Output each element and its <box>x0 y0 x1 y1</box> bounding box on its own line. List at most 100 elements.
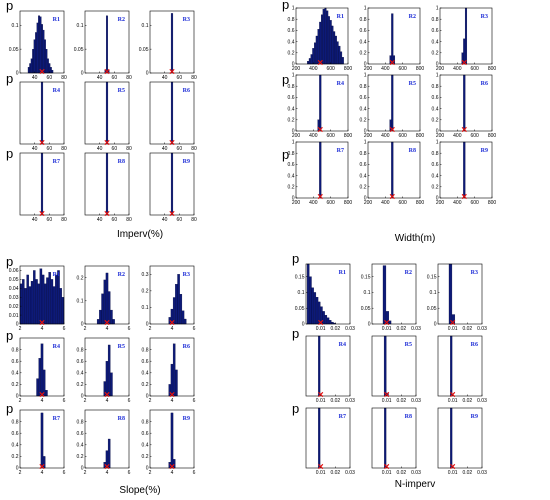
histogram-bar <box>317 119 320 132</box>
histogram-bar <box>42 456 46 469</box>
y-tick-label: 0.4 <box>142 443 149 449</box>
histogram-bar <box>461 52 464 65</box>
x-tick-label: 6 <box>193 398 196 404</box>
panel-label: R8 <box>118 159 125 165</box>
histogram-bar <box>340 51 343 65</box>
histogram-panel-r2: 2 4 6 0 0.1 0.2 R2 <box>77 265 131 332</box>
x-tick-label: 0.01 <box>448 470 458 476</box>
panel-label: R3 <box>183 17 190 23</box>
true-value-marker <box>39 391 45 398</box>
true-value-marker <box>318 391 324 398</box>
histogram-panel-r7: 2 4 6 0 0.2 0.4 0.6 0.8 R7 <box>12 409 66 476</box>
histogram-bar <box>105 272 109 325</box>
y-tick-label: 0 <box>16 71 19 77</box>
y-tick-label: 0.1 <box>364 290 371 296</box>
panel-frame <box>84 152 130 216</box>
histogram-bar <box>24 288 27 325</box>
y-tick-label: 0 <box>146 394 149 400</box>
x-tick-label: 200 <box>364 200 373 206</box>
histogram-bar <box>172 297 176 325</box>
histogram-bar <box>50 279 54 325</box>
x-tick-label: 0.02 <box>396 326 406 332</box>
histogram-bar <box>326 317 330 325</box>
y-tick-label: 0 <box>146 322 149 328</box>
y-axis-label: p <box>282 147 289 162</box>
y-tick-label: 0.05 <box>361 306 371 312</box>
x-tick-label: 2 <box>19 326 22 332</box>
true-value-marker <box>169 319 175 326</box>
x-tick-label: 0.02 <box>330 398 340 404</box>
histogram-bar <box>389 55 392 65</box>
true-value-marker <box>389 59 395 66</box>
y-tick-label: 0.03 <box>9 295 19 301</box>
panel-frame <box>305 407 351 469</box>
x-tick-label: 80 <box>126 75 132 81</box>
x-tick-label: 0.01 <box>382 398 392 404</box>
panel-frame <box>305 335 351 397</box>
x-tick-label: 0.01 <box>382 326 392 332</box>
histogram-bar <box>59 288 62 325</box>
histogram-bar <box>170 13 174 74</box>
x-tick-label: 6 <box>63 326 66 332</box>
y-tick-label: 0.4 <box>432 106 439 112</box>
x-tick-label: 0.02 <box>462 326 472 332</box>
y-tick-label: 0.6 <box>12 431 19 437</box>
y-tick-label: 0 <box>436 196 439 202</box>
histogram-bar <box>319 141 322 199</box>
y-tick-label: 0 <box>364 129 367 135</box>
y-tick-label: 0.2 <box>12 454 19 460</box>
histogram-bar <box>40 81 44 145</box>
panel-frame <box>84 81 130 145</box>
y-tick-label: 0.8 <box>360 151 367 157</box>
histogram-panel-r9: 2 4 6 0 0.2 0.4 0.6 0.8 R9 <box>142 409 196 476</box>
y-tick-label: 0.4 <box>288 106 295 112</box>
histogram-bar <box>105 152 109 216</box>
y-tick-label: 0.2 <box>12 382 19 388</box>
x-tick-label: 60 <box>47 75 53 81</box>
y-tick-label: 0.2 <box>77 454 84 460</box>
histogram-bar <box>313 292 317 325</box>
y-axis-label: p <box>292 326 299 341</box>
panel-label: R2 <box>118 272 125 278</box>
histogram-bar <box>55 274 58 325</box>
histogram-bar <box>383 335 387 397</box>
panel-label: R3 <box>471 270 478 276</box>
y-tick-label: 0.8 <box>142 419 149 425</box>
x-axis-label: Width(m) <box>395 233 436 244</box>
panel-label: R7 <box>53 159 60 165</box>
x-tick-label: 4 <box>41 470 44 476</box>
histogram-bar <box>464 7 468 65</box>
x-tick-label: 800 <box>416 200 425 206</box>
x-tick-label: 600 <box>398 133 407 139</box>
panel-label: R1 <box>339 270 346 276</box>
y-tick-label: 0.4 <box>432 39 439 45</box>
histogram-bar <box>99 309 102 325</box>
x-tick-label: 6 <box>128 398 131 404</box>
x-tick-label: 600 <box>470 66 479 72</box>
histogram-bar <box>333 31 336 65</box>
y-tick-label: 0.05 <box>295 306 305 312</box>
y-tick-label: 0 <box>146 71 149 77</box>
x-tick-label: 400 <box>381 66 390 72</box>
histogram-bar <box>51 69 54 74</box>
panel-frame <box>371 263 417 325</box>
x-tick-label: 0.02 <box>396 470 406 476</box>
y-tick-label: 0.4 <box>142 371 149 377</box>
true-value-marker <box>104 210 110 217</box>
y-axis-label: p <box>6 146 13 161</box>
panel-frame <box>19 152 65 216</box>
histogram-panel-r7: 0.01 0.02 0.03 R7 <box>305 407 355 476</box>
x-tick-label: 0.03 <box>345 398 355 404</box>
x-tick-label: 600 <box>326 66 335 72</box>
y-tick-label: 0.2 <box>142 454 149 460</box>
x-tick-label: 60 <box>47 217 53 223</box>
y-axis-label: p <box>6 401 13 416</box>
x-tick-label: 0.02 <box>330 326 340 332</box>
y-tick-label: 0.01 <box>9 313 19 319</box>
y-tick-label: 0.2 <box>77 275 84 281</box>
x-tick-label: 0.03 <box>477 470 487 476</box>
x-tick-label: 400 <box>453 133 462 139</box>
y-tick-label: 0.6 <box>142 359 149 365</box>
histogram-panel-r5: 40 60 80 R5 <box>84 81 132 152</box>
histogram-bar <box>311 287 314 325</box>
